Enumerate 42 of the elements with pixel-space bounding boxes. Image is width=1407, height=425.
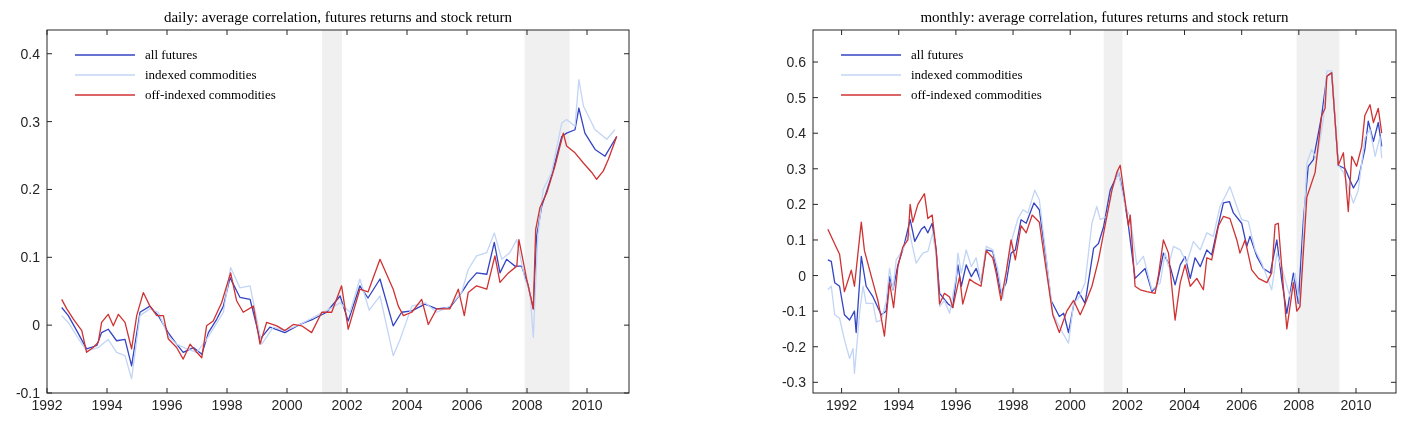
x-tick-label: 2008 (511, 397, 543, 413)
x-tick-label: 2010 (1340, 397, 1372, 413)
chart-title: daily: average correlation, futures returns and stock return (163, 9, 513, 25)
x-tick-label: 1998 (211, 397, 243, 413)
x-tick-label: 2004 (1168, 397, 1201, 413)
x-tick-label: 1998 (997, 397, 1029, 413)
x-tick-label: 2002 (331, 397, 363, 413)
y-tick-label: 0 (798, 267, 807, 284)
x-tick-label: 2000 (1054, 397, 1086, 413)
x-tick-label: 2006 (1226, 397, 1258, 413)
x-tick-label: 2004 (391, 397, 423, 413)
y-tick-label: 0.6 (786, 54, 807, 71)
legend-label: indexed commodities (145, 67, 257, 82)
y-tick-label: -0.3 (781, 374, 807, 391)
x-tick-label: 1994 (883, 397, 915, 413)
y-tick-label: 0.1 (786, 231, 807, 248)
x-tick-label: 2006 (451, 397, 483, 413)
legend-label: indexed commodities (911, 67, 1023, 82)
y-tick-label: -0.2 (781, 338, 807, 355)
y-tick-label: -0.1 (781, 303, 807, 320)
y-tick-label: 0.3 (786, 160, 807, 177)
y-tick-label: 0.5 (786, 89, 807, 106)
y-tick-label: 0.1 (20, 249, 41, 266)
y-tick-label: 0 (32, 317, 41, 334)
y-tick-label: 0.2 (20, 181, 41, 198)
legend-label: all futures (911, 47, 964, 62)
x-tick-label: 1992 (826, 397, 858, 413)
y-tick-label: 0.2 (786, 196, 807, 213)
x-tick-label: 1996 (151, 397, 183, 413)
x-tick-label: 2002 (1111, 397, 1144, 413)
y-tick-label: 0.3 (20, 113, 41, 130)
x-tick-label: 2010 (571, 397, 603, 413)
y-tick-label: 0.4 (20, 45, 41, 62)
legend-label: off-indexed commodities (145, 87, 276, 102)
y-tick-label: 0.4 (786, 125, 807, 142)
legend-label: off-indexed commodities (911, 87, 1042, 102)
x-tick-label: 1996 (940, 397, 972, 413)
legend-label: all futures (145, 47, 198, 62)
x-tick-label: 2008 (1283, 397, 1315, 413)
chart-title: monthly: average correlation, futures returns and stock return (920, 9, 1290, 25)
x-tick-label: 1994 (91, 397, 123, 413)
x-tick-label: 2000 (271, 397, 303, 413)
